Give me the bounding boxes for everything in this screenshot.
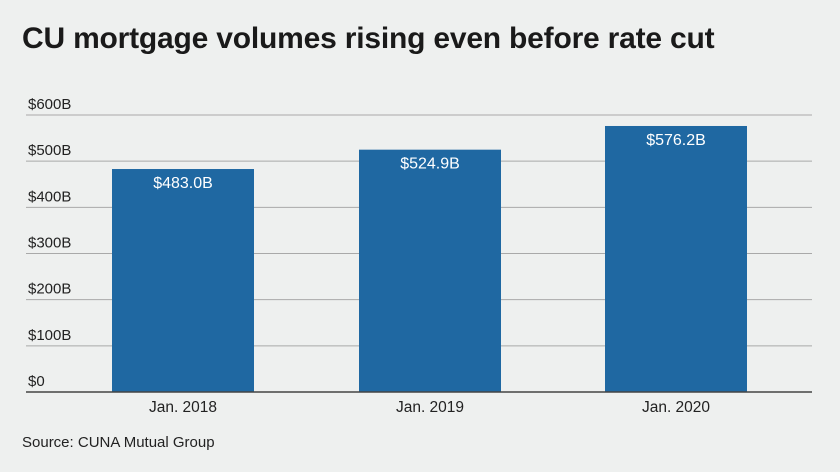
bar — [359, 149, 501, 392]
y-tick-label: $0 — [28, 373, 45, 390]
bars — [112, 125, 747, 392]
y-tick-label: $500B — [28, 142, 71, 159]
y-axis-labels: $0 $100B $200B $300B $400B $500B $600B — [28, 96, 71, 390]
y-tick-label: $400B — [28, 188, 71, 205]
bar — [605, 125, 747, 392]
data-label: $524.9B — [400, 156, 460, 173]
x-tick-label: Jan. 2019 — [396, 399, 464, 416]
y-tick-label: $200B — [28, 281, 71, 298]
chart-title: CU mortgage volumes rising even before r… — [22, 22, 715, 55]
y-tick-label: $100B — [28, 327, 71, 344]
x-tick-label: Jan. 2018 — [149, 399, 217, 416]
x-tick-label: Jan. 2020 — [642, 399, 710, 416]
data-label: $576.2B — [646, 132, 706, 149]
data-label: $483.0B — [153, 175, 213, 192]
y-tick-label: $600B — [28, 96, 71, 113]
bar — [112, 169, 254, 392]
data-labels: $483.0B $524.9B $576.2B — [153, 132, 706, 192]
x-axis-labels: Jan. 2018 Jan. 2019 Jan. 2020 — [149, 399, 710, 416]
source-note: Source: CUNA Mutual Group — [22, 434, 215, 451]
y-tick-label: $300B — [28, 235, 71, 252]
